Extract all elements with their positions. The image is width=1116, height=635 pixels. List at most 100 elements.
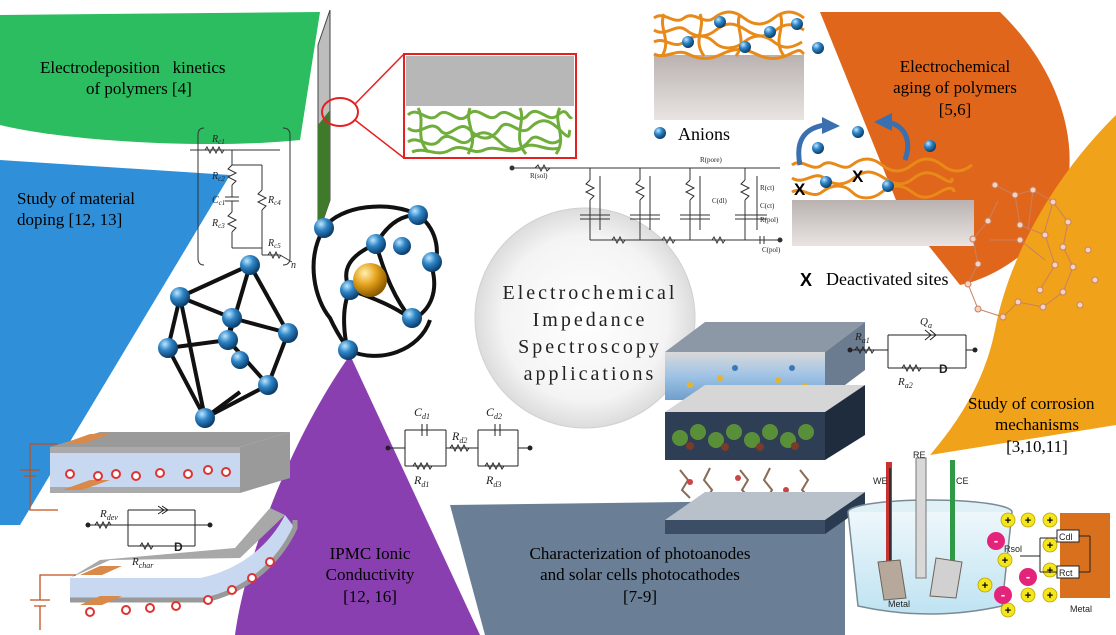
anions-label: Anions — [678, 124, 731, 144]
svg-text:Rd2: Rd2 — [451, 429, 467, 445]
aging-sector — [820, 12, 1070, 285]
center-title-line-1: Electrochemical — [502, 282, 678, 304]
doping-circuit-labels: Rc1 Rc2 Cc1 Rc3 Rc4 Rc5 n — [211, 134, 296, 271]
svg-text:CE: CE — [956, 476, 969, 486]
ipmc-circuit-center — [385, 424, 533, 471]
svg-text:Metal: Metal — [888, 599, 910, 609]
electrodeposition-label-line-1: Electrodeposition kinetics — [40, 58, 226, 77]
photo-label-line-1: Characterization of photoanodes — [529, 544, 751, 563]
svg-text:+: + — [1047, 590, 1053, 602]
ipmc-strip-top — [20, 432, 290, 511]
ipmc-circuit-top-labels: Rdev Rchar D — [99, 508, 183, 570]
center-title: Electrochemical Impedance Spectroscopy a… — [470, 280, 710, 388]
ipmc-label-line-2: Conductivity — [325, 565, 415, 585]
doping-label: Study of material doping [12, 13] — [17, 188, 135, 231]
aging-substrate-bottom — [791, 126, 974, 246]
ipmc-sector — [235, 355, 480, 635]
svg-text:+: + — [1025, 515, 1031, 527]
svg-text:Rc5: Rc5 — [267, 238, 281, 250]
aging-circuit — [509, 163, 783, 245]
aging-label: Electrochemical aging of polymers [5,6] — [880, 56, 1030, 120]
deposition-zoom-box — [403, 53, 577, 159]
ipmc-label: IPMC Ionic Conductivity [12, 16] — [310, 543, 430, 607]
photo-label-line-2: and solar cells photocathodes — [540, 565, 740, 585]
double-layer-signs: + + + + + + + + + + - - - — [982, 515, 1053, 617]
svg-text:R(pol): R(pol) — [760, 216, 779, 224]
deposition-electrode — [317, 9, 405, 236]
double-layer-circuit-labels: Rsol Cdl Rct Metal — [1004, 532, 1092, 614]
svg-text:+: + — [1025, 590, 1031, 602]
doping-label-line-1: Study of material — [17, 189, 136, 208]
svg-text:Rc2: Rc2 — [211, 171, 225, 183]
aging-circuit-labels: R(sol) R(pore) R(ct) C(dl) C(ct) R(pol) … — [530, 156, 781, 254]
double-layer-circuit — [1020, 529, 1091, 579]
svg-text:C(pol): C(pol) — [762, 246, 781, 254]
ipmc-circuit-center-labels: Cd1 Rd2 Cd2 Rd1 Rd3 — [413, 405, 502, 489]
svg-text:WE: WE — [873, 476, 888, 486]
aging-label-line-1: Electrochemical — [899, 57, 1011, 76]
electrodeposition-label-line-2: of polymers [4] — [86, 79, 192, 99]
svg-text:Cd1: Cd1 — [414, 405, 430, 421]
svg-text:D: D — [939, 362, 948, 376]
photo-label-line-3: [7-9] — [623, 586, 657, 606]
svg-text:Metal: Metal — [1070, 604, 1092, 614]
corrosion-label-line-3: [3,10,11] — [1006, 436, 1068, 456]
corrosion-label-line-1: Study of corrosion — [968, 394, 1095, 413]
svg-text:+: + — [1047, 565, 1053, 577]
aging-substrate-top — [653, 10, 824, 120]
svg-text:Rc1: Rc1 — [211, 134, 225, 146]
svg-text:Ra1: Ra1 — [854, 331, 870, 345]
svg-text:Rd1: Rd1 — [413, 473, 429, 489]
ipmc-label-line-3: [12, 16] — [343, 586, 397, 606]
corrosion-sector — [930, 115, 1116, 455]
svg-text:C(ct): C(ct) — [760, 202, 775, 210]
deactivated-x-1: X — [794, 180, 806, 199]
svg-text:+: + — [1005, 605, 1011, 617]
electrochemical-cell — [847, 457, 1013, 615]
center-title-line-3: Spectroscopy — [518, 336, 662, 358]
svg-text:R(sol): R(sol) — [530, 172, 548, 180]
svg-text:D: D — [174, 540, 183, 554]
deactivated-x-2: X — [852, 167, 864, 186]
aging-label-line-2: aging of polymers — [893, 78, 1017, 98]
corrosion-circuit-labels: Ra1 Qa Ra2 D — [854, 316, 948, 390]
corrosion-label-line-2: mechanisms — [994, 415, 1080, 435]
svg-text:+: + — [982, 580, 988, 592]
svg-text:+: + — [1002, 555, 1008, 567]
svg-text:+: + — [1047, 515, 1053, 527]
exchange-arrows — [796, 113, 911, 166]
svg-text:-: - — [1026, 569, 1030, 584]
ipmc-label-line-1: IPMC Ionic — [329, 544, 411, 563]
svg-text:Cc1: Cc1 — [212, 195, 225, 207]
svg-text:R(pore): R(pore) — [700, 156, 722, 164]
svg-text:Qa: Qa — [920, 316, 932, 330]
center-circle — [474, 207, 696, 429]
svg-text:Rdev: Rdev — [99, 508, 118, 522]
electrodeposition-sector — [0, 12, 320, 145]
molecular-network — [964, 181, 1099, 321]
bcc-lattice-atoms — [314, 205, 442, 360]
center-title-line-4: applications — [523, 363, 657, 385]
doping-circuit — [190, 127, 293, 266]
deactivated-x-legend: X — [800, 270, 812, 290]
svg-text:Rc4: Rc4 — [267, 195, 281, 207]
svg-text:Ra2: Ra2 — [897, 376, 913, 390]
corrosion-circuit — [847, 329, 978, 373]
doping-label-line-2: doping [12, 13] — [17, 210, 123, 230]
doping-sector — [0, 160, 230, 525]
svg-text:Rsol: Rsol — [1004, 544, 1022, 554]
electrodeposition-label: Electrodeposition kinetics of polymers [… — [40, 57, 226, 100]
center-title-line-2: Impedance — [532, 309, 648, 331]
aging-label-line-3: [5,6] — [938, 99, 972, 119]
anion-legend-ball — [654, 127, 666, 139]
cell-labels: WE RE CE Metal — [873, 450, 969, 609]
svg-text:n: n — [291, 260, 296, 271]
cubic-lattice-atoms — [158, 255, 298, 428]
svg-text:C(dl): C(dl) — [712, 197, 727, 205]
corrosion-label: Study of corrosion mechanisms [3,10,11] — [958, 393, 1116, 457]
svg-text:Cd2: Cd2 — [486, 405, 502, 421]
svg-text:RE: RE — [913, 450, 926, 460]
svg-text:R(ct): R(ct) — [760, 184, 775, 192]
svg-text:Rc3: Rc3 — [211, 218, 225, 230]
